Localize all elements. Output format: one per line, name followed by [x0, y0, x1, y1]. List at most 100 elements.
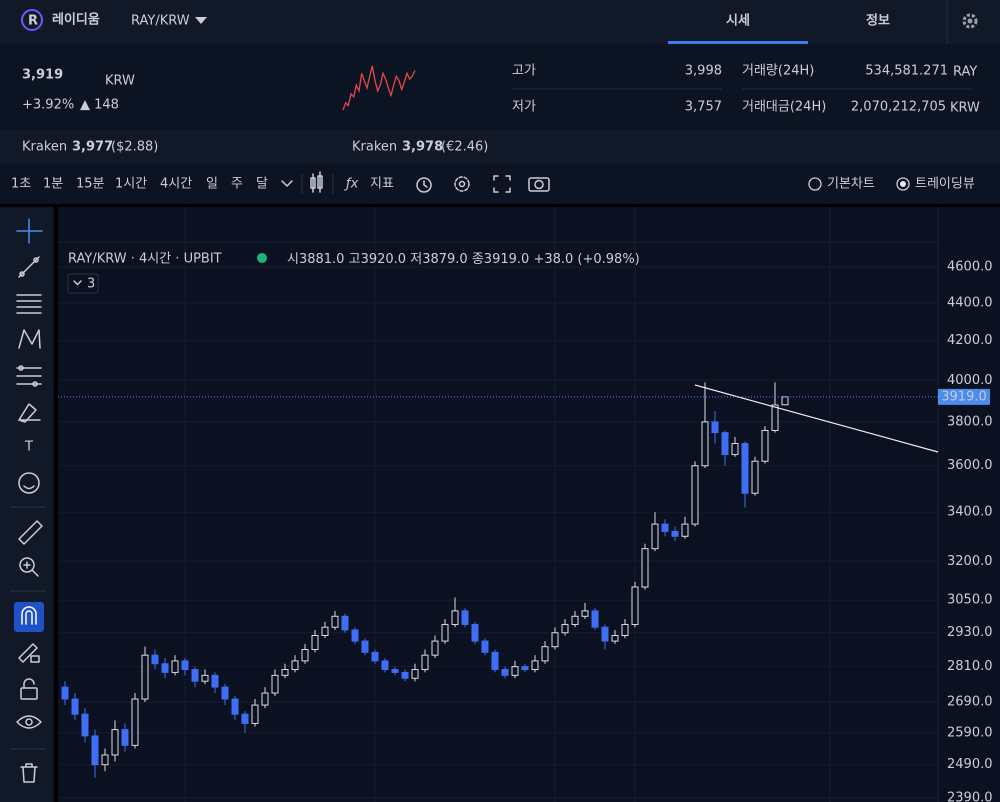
exchange-name[interactable]: Kraken: [22, 140, 67, 155]
candle-body: [641, 548, 649, 588]
crosshair-tool[interactable]: [16, 218, 43, 244]
pair[interactable]: RAY/KRW: [131, 14, 190, 29]
stat-label: 거래대금(24H): [742, 100, 826, 115]
alert-icon[interactable]: [416, 177, 432, 193]
lock-draw-tool[interactable]: [18, 643, 40, 663]
current-price: 3,919: [22, 68, 63, 83]
settings-icon[interactable]: [962, 13, 978, 29]
interval[interactable]: 4시간: [160, 177, 192, 192]
view-option[interactable]: 기본차트: [827, 177, 875, 192]
stat-value: 3,998: [685, 64, 722, 79]
sparkline-line: [342, 65, 416, 111]
candle-body: [351, 629, 359, 642]
radio[interactable]: [808, 177, 822, 191]
trendline-tool[interactable]: [18, 256, 40, 278]
candle-body: [401, 671, 409, 679]
indicator[interactable]: 지표: [370, 177, 394, 192]
y-tick-label: 2810.0: [947, 659, 993, 674]
candle-body: [171, 660, 179, 673]
fullscreen-icon[interactable]: [493, 175, 511, 193]
candle-body: [391, 669, 399, 673]
candle-type-icon[interactable]: [310, 171, 323, 193]
interval[interactable]: 일: [206, 177, 218, 192]
candle-body: [291, 660, 299, 671]
settings-icon[interactable]: [454, 176, 470, 192]
fx-icon[interactable]: ƒx: [343, 177, 359, 192]
view-option[interactable]: 트레이딩뷰: [915, 177, 975, 192]
change-rate: +3.92%: [22, 98, 74, 113]
candle-body: [281, 669, 289, 676]
visibility-tool[interactable]: [16, 715, 42, 729]
coin-name[interactable]: 레이디움: [52, 12, 100, 28]
fib-tool[interactable]: [16, 294, 42, 314]
tab[interactable]: 정보: [866, 13, 890, 29]
candle-body: [651, 523, 659, 550]
exchange-sub: (€2.46): [441, 140, 488, 155]
candle-body: [341, 615, 349, 631]
sparkline: [342, 65, 416, 111]
pattern-tool[interactable]: [18, 329, 41, 349]
candle-body: [111, 729, 119, 756]
y-tick-label: 3600.0: [947, 458, 993, 473]
candle-body: [211, 674, 219, 688]
candle-body: [431, 640, 439, 656]
stat-label: 거래량(24H): [742, 64, 814, 79]
candle-body: [681, 523, 689, 537]
candle-body: [561, 623, 569, 634]
time-grid: [184, 207, 831, 802]
candle-body: [231, 698, 239, 715]
prediction-tool[interactable]: [16, 365, 42, 387]
interval-dropdown[interactable]: [281, 180, 293, 187]
delete-tool[interactable]: [20, 763, 38, 783]
y-tick-label: 4400.0: [947, 296, 993, 311]
emoji-tool[interactable]: [18, 472, 40, 494]
zoom-tool[interactable]: [19, 557, 39, 577]
last-price-tag: [938, 388, 990, 405]
interval[interactable]: 15분: [76, 177, 105, 192]
y-tick-label: 3200.0: [947, 554, 993, 569]
candle-body: [671, 530, 679, 537]
candle-body: [101, 754, 109, 766]
top-bar: [0, 0, 1000, 44]
lock-tool[interactable]: [20, 678, 38, 700]
radio[interactable]: [896, 177, 910, 191]
y-tick-label: 2490.0: [947, 757, 993, 772]
exchange-name[interactable]: Kraken: [352, 140, 397, 155]
collapse-button[interactable]: [67, 273, 99, 294]
text-tool[interactable]: T: [24, 440, 33, 455]
interval[interactable]: 주: [231, 177, 243, 192]
candle-body: [741, 443, 749, 494]
drawn-trendline[interactable]: [694, 384, 939, 453]
candle-body: [451, 610, 459, 625]
y-tick-label: 4000.0: [947, 373, 993, 388]
candle-body: [251, 704, 259, 724]
candle-body: [121, 729, 129, 746]
y-tick-label: 4200.0: [947, 333, 993, 348]
y-tick-label: 2390.0: [947, 790, 993, 802]
tab[interactable]: 시세: [726, 14, 750, 29]
candle-body: [591, 610, 599, 628]
y-tick-label: 2930.0: [947, 625, 993, 640]
chart-area: [58, 207, 1000, 802]
interval[interactable]: 1시간: [115, 177, 147, 192]
candles: [61, 382, 789, 778]
ruler-tool[interactable]: [18, 520, 43, 545]
tab-underline: [668, 41, 808, 44]
price-panel: [0, 44, 1000, 130]
interval[interactable]: 달: [256, 177, 268, 192]
candle-body: [551, 632, 559, 648]
candle-body: [501, 669, 509, 676]
stat-value: 3,757: [685, 100, 722, 115]
candle-body: [751, 460, 759, 494]
brush-tool[interactable]: [18, 403, 41, 423]
candle-body: [321, 626, 329, 637]
candle-body: [541, 646, 549, 662]
candle-body: [131, 698, 139, 746]
ohlc-label: 고: [349, 252, 361, 267]
interval[interactable]: 1분: [43, 177, 63, 192]
interval[interactable]: 1초: [11, 177, 31, 192]
candle-body: [731, 443, 739, 456]
dropdown-arrow[interactable]: [195, 17, 207, 24]
candle-body: [711, 421, 719, 434]
screenshot-icon[interactable]: [528, 177, 550, 192]
